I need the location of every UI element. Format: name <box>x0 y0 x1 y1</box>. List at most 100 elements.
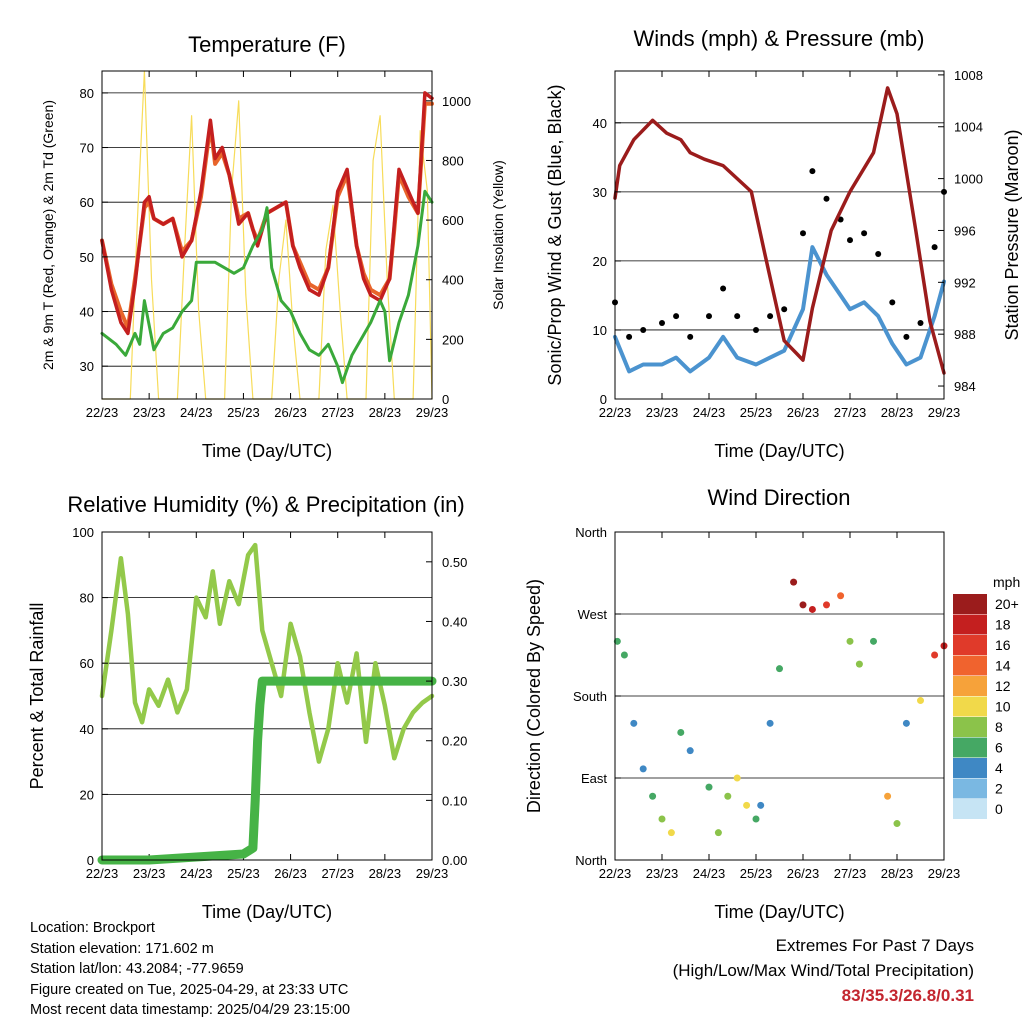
plot-border <box>101 70 433 400</box>
x-axis-label: Time (Day/UTC) <box>202 441 332 461</box>
x-tick-label: 26/23 <box>787 405 820 420</box>
legend-label: 10 <box>995 699 1011 715</box>
x-tick-label: 29/23 <box>928 405 961 420</box>
y2-tick-label: 1004 <box>954 120 983 135</box>
x-tick-label: 24/23 <box>180 405 213 420</box>
direction-point <box>837 592 845 600</box>
legend-swatch <box>953 635 987 655</box>
y2-tick-label: 0 <box>442 392 449 407</box>
y-tick-label: 10 <box>593 323 607 338</box>
y-tick-label: South <box>573 689 607 704</box>
direction-point <box>902 719 910 727</box>
legend-label: 2 <box>995 781 1003 797</box>
legend-swatch <box>953 799 987 819</box>
gust-point <box>753 326 759 333</box>
gust-point <box>781 306 788 313</box>
y2-tick-label: 600 <box>442 213 464 228</box>
legend-swatch <box>953 758 987 778</box>
pressure-line <box>613 86 946 375</box>
y2-axis-label: Solar Insolation (Yellow) <box>490 160 506 310</box>
direction-point <box>790 578 798 586</box>
chart-title: Temperature (F) <box>188 32 346 57</box>
direction-point <box>743 801 751 809</box>
x-tick-label: 29/23 <box>928 866 961 881</box>
y-tick-label: 60 <box>80 656 94 671</box>
chart-humidity: Relative Humidity (%) & Precipitation (i… <box>27 492 467 922</box>
gust-point <box>861 230 868 237</box>
y2-tick-label: 992 <box>954 275 976 290</box>
gust-point <box>673 313 680 320</box>
direction-point <box>846 637 854 645</box>
direction-point <box>823 601 830 609</box>
plot-border <box>101 531 433 861</box>
direction-point <box>639 765 647 773</box>
direction-point <box>677 728 685 736</box>
x-axis-label: Time (Day/UTC) <box>714 441 844 461</box>
y2-tick-label: 0.10 <box>442 793 467 808</box>
y2-tick-label: 0.40 <box>442 614 467 629</box>
gust-point <box>626 333 633 340</box>
x-tick-label: 23/23 <box>646 866 679 881</box>
x-tick-label: 22/23 <box>599 866 632 881</box>
direction-point <box>714 829 722 837</box>
extremes-block: Extremes For Past 7 Days (High/Low/Max W… <box>673 933 974 1008</box>
x-tick-label: 26/23 <box>787 866 820 881</box>
gust-point <box>823 195 830 202</box>
legend-swatch <box>953 676 987 696</box>
y-tick-label: North <box>575 853 607 868</box>
gust-point <box>687 333 694 340</box>
legend-label: 16 <box>995 637 1011 653</box>
direction-point <box>855 660 863 668</box>
y-axis-label: Sonic/Prop Wind & Gust (Blue, Black) <box>545 84 565 385</box>
extremes-values: 83/35.3/26.8/0.31 <box>841 986 974 1005</box>
y-tick-label: West <box>578 607 608 622</box>
gust-point <box>800 230 806 237</box>
chart-title: Winds (mph) & Pressure (mb) <box>634 26 925 51</box>
gust-point <box>809 168 816 175</box>
y-tick-label: 30 <box>593 185 607 200</box>
extremes-subtitle: (High/Low/Max Wind/Total Precipitation) <box>672 961 974 980</box>
speed-legend: mph 20+ 18 16 14 12 10 8 6 4 2 0 <box>953 574 1020 819</box>
y-tick-label: 40 <box>593 116 607 131</box>
direction-point <box>799 601 807 609</box>
legend-title: mph <box>993 574 1020 590</box>
legend-swatch <box>953 655 987 676</box>
y-tick-label: North <box>575 525 607 540</box>
y2-tick-label: 1008 <box>954 68 983 83</box>
y-tick-label: 0 <box>87 853 94 868</box>
x-tick-label: 23/23 <box>133 866 166 881</box>
y-tick-label: 80 <box>80 86 94 101</box>
y2-axis-label: Station Pressure (Maroon) <box>1002 129 1022 340</box>
station-info: Location: Brockport Station elevation: 1… <box>30 918 350 1021</box>
rh-line <box>99 542 435 764</box>
y-tick-label: East <box>581 771 607 786</box>
direction-point <box>667 829 675 837</box>
gust-point <box>720 285 727 292</box>
legend-swatch <box>953 614 987 635</box>
legend-label: 20+ <box>995 596 1019 612</box>
direction-point <box>686 747 694 755</box>
latlon-text: Station lat/lon: 43.2084; -77.9659 <box>30 961 244 977</box>
direction-point <box>724 792 732 800</box>
legend-label: 6 <box>995 740 1003 756</box>
gust-point <box>659 320 665 327</box>
chart-title: Wind Direction <box>707 485 850 510</box>
y-tick-label: 40 <box>80 722 94 737</box>
x-tick-label: 28/23 <box>881 866 914 881</box>
legend-label: 4 <box>995 760 1003 776</box>
x-tick-label: 28/23 <box>369 866 402 881</box>
gust-point <box>734 313 741 320</box>
dewpoint-line <box>100 189 434 385</box>
y2-tick-label: 1000 <box>442 94 471 109</box>
direction-point <box>658 815 666 823</box>
gust-point <box>767 313 774 320</box>
x-tick-label: 29/23 <box>416 405 449 420</box>
chart-wind-direction: Wind Direction 22/23 23/23 24/23 25/23 26/23 2… <box>524 485 1020 922</box>
x-tick-label: 23/23 <box>646 405 679 420</box>
y2-tick-label: 400 <box>442 273 464 288</box>
extremes-title: Extremes For Past 7 Days <box>775 936 974 955</box>
x-tick-label: 22/23 <box>86 405 119 420</box>
x-tick-label: 23/23 <box>133 405 166 420</box>
x-tick-label: 22/23 <box>599 405 632 420</box>
